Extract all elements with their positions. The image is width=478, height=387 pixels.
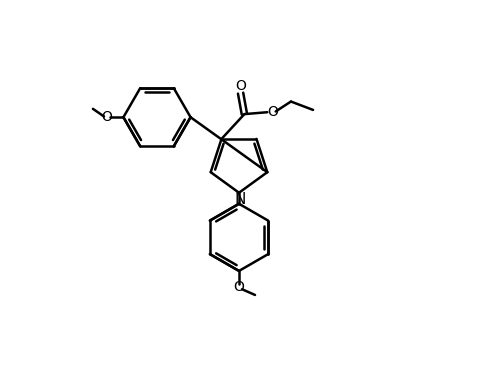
Text: O: O [102, 110, 112, 124]
Text: N: N [234, 192, 245, 207]
Text: O: O [267, 105, 278, 119]
Text: O: O [234, 280, 244, 295]
Text: O: O [235, 79, 246, 92]
